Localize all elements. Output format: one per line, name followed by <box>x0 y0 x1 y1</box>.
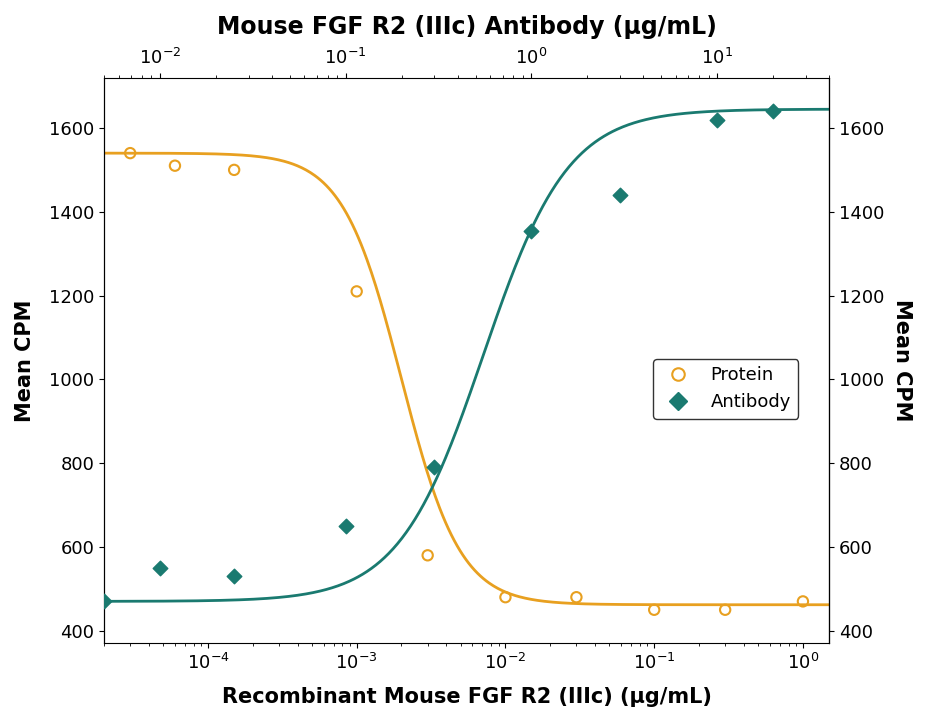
Point <box>338 521 353 532</box>
Point <box>524 225 539 236</box>
X-axis label: Recombinant Mouse FGF R2 (IIIc) (μg/mL): Recombinant Mouse FGF R2 (IIIc) (μg/mL) <box>222 687 712 707</box>
Point <box>349 286 364 297</box>
Point <box>766 105 781 117</box>
X-axis label: Mouse FGF R2 (IIIc) Antibody (μg/mL): Mouse FGF R2 (IIIc) Antibody (μg/mL) <box>217 15 717 39</box>
Point <box>569 591 584 603</box>
Point <box>427 461 442 473</box>
Point <box>647 604 662 616</box>
Point <box>168 160 183 171</box>
Point <box>122 147 137 159</box>
Point <box>226 570 241 582</box>
Point <box>613 189 628 201</box>
Y-axis label: Mean CPM: Mean CPM <box>892 300 912 422</box>
Point <box>710 114 725 126</box>
Point <box>498 591 513 603</box>
Point <box>795 596 810 607</box>
Point <box>153 562 168 574</box>
Legend: Protein, Antibody: Protein, Antibody <box>653 359 798 419</box>
Point <box>420 549 435 561</box>
Point <box>227 164 242 175</box>
Point <box>717 604 732 616</box>
Y-axis label: Mean CPM: Mean CPM <box>15 300 35 422</box>
Point <box>96 596 111 607</box>
